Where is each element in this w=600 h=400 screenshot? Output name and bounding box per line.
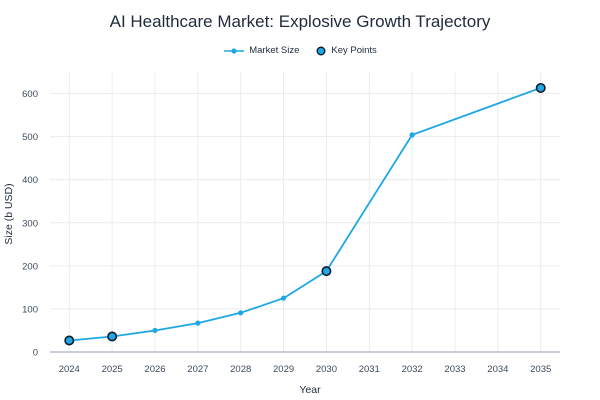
y-tick-label: 200: [22, 261, 38, 272]
x-tick-label: 2024: [59, 364, 80, 375]
market-size-point[interactable]: [280, 295, 287, 301]
market-size-point[interactable]: [238, 310, 244, 316]
legend-line-marker-icon: [224, 47, 245, 54]
key-point-marker[interactable]: [535, 82, 546, 93]
market-size-point[interactable]: [195, 320, 201, 326]
y-tick-label: 300: [22, 218, 38, 229]
y-tick-label: 0: [33, 348, 38, 359]
x-tick-label: 2032: [402, 364, 423, 375]
key-point-marker[interactable]: [64, 335, 75, 346]
x-tick-label: 2025: [102, 364, 123, 375]
y-tick-label: 600: [22, 89, 38, 100]
x-tick-label: 2029: [273, 364, 294, 375]
x-tick-label: 2035: [530, 364, 551, 375]
market-size-point[interactable]: [152, 327, 158, 334]
y-tick-label: 400: [22, 175, 38, 186]
x-tick-label: 2034: [487, 364, 508, 375]
market-size-line: [69, 87, 542, 342]
x-tick-label: 2027: [187, 364, 208, 375]
key-point-marker[interactable]: [321, 266, 332, 277]
legend-label-key-points: Key Points: [331, 45, 377, 56]
legend-item-market-size[interactable]: Market Size: [223, 45, 299, 56]
legend-label-market-size: Market Size: [249, 45, 300, 56]
x-tick-label: 2031: [359, 364, 380, 375]
chart-legend: Market Size Key Points: [0, 45, 600, 56]
y-tick-label: 100: [22, 304, 38, 315]
series-layer: [64, 82, 546, 346]
y-tick-label: 500: [22, 132, 38, 143]
x-tick-label: 2033: [444, 364, 465, 375]
x-tick-label: 2028: [230, 364, 251, 375]
grid-layer: [50, 72, 560, 352]
x-tick-label: 2026: [144, 364, 165, 375]
y-axis-title: Size (b USD): [3, 183, 15, 244]
x-axis-title: Year: [299, 384, 321, 396]
label-layer: 2024 2025 2026 2027 2028 2029 2030 2031 2032 2033…: [3, 89, 551, 396]
legend-circle-marker-icon: [316, 46, 326, 55]
x-tick-label: 2030: [316, 364, 337, 375]
key-point-marker[interactable]: [107, 331, 118, 342]
market-size-point[interactable]: [409, 132, 415, 138]
chart-title: AI Healthcare Market: Explosive Growth T…: [109, 12, 491, 31]
legend-item-key-points[interactable]: Key Points: [315, 45, 377, 56]
